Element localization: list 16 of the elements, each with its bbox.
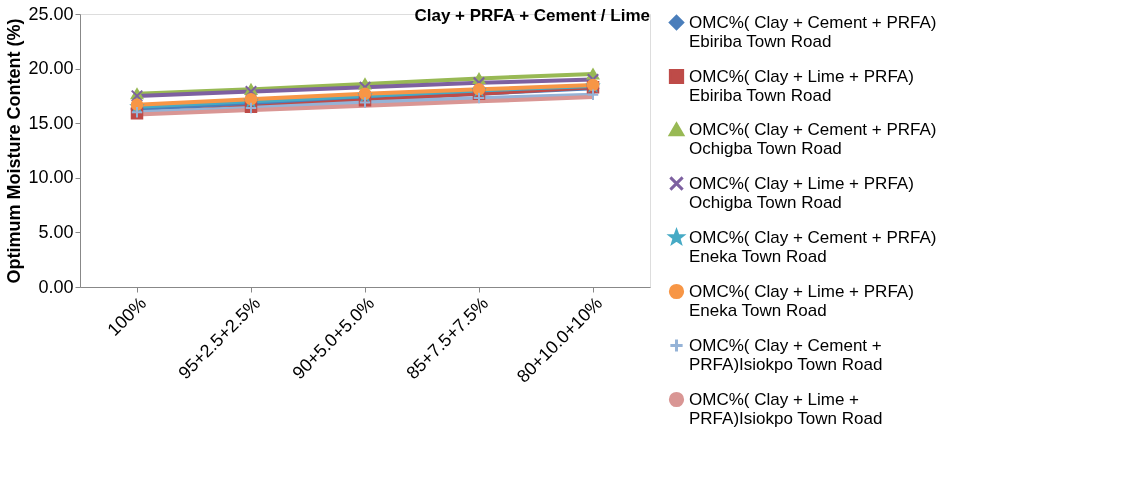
legend-label: OMC%( Clay + Cement + PRFA) Ebiriba Town Road <box>689 12 937 51</box>
y-tick-label: 25.00 <box>28 3 74 24</box>
legend-label: OMC%( Clay + Cement + PRFA) Eneka Town Road <box>689 227 937 266</box>
y-axis-title: Optimum Moisture Content (%) <box>4 18 25 284</box>
legend-label: OMC%( Clay + Lime + PRFA) Eneka Town Road <box>689 281 914 320</box>
legend-label: OMC%( Clay + Lime + PRFA)Isiokpo Town Road <box>689 389 883 428</box>
legend-label: OMC%( Clay + Lime + PRFA) Ochigba Town Road <box>689 173 914 212</box>
y-tick-label: 10.00 <box>28 167 74 188</box>
chart-title: Clay + PRFA + Cement / Lime <box>414 6 650 25</box>
legend-label: OMC%( Clay + Lime + PRFA) Ebiriba Town Road <box>689 66 914 105</box>
legend-label: OMC%( Clay + Cement + PRFA) Ochigba Town Road <box>689 119 937 158</box>
y-tick-label: 15.00 <box>28 112 74 133</box>
y-tick-label: 0.00 <box>38 276 74 297</box>
y-tick-label: 20.00 <box>28 58 74 79</box>
y-tick-label: 5.00 <box>38 221 74 242</box>
legend-label: OMC%( Clay + Cement + PRFA)Isiokpo Town Road <box>689 335 883 374</box>
